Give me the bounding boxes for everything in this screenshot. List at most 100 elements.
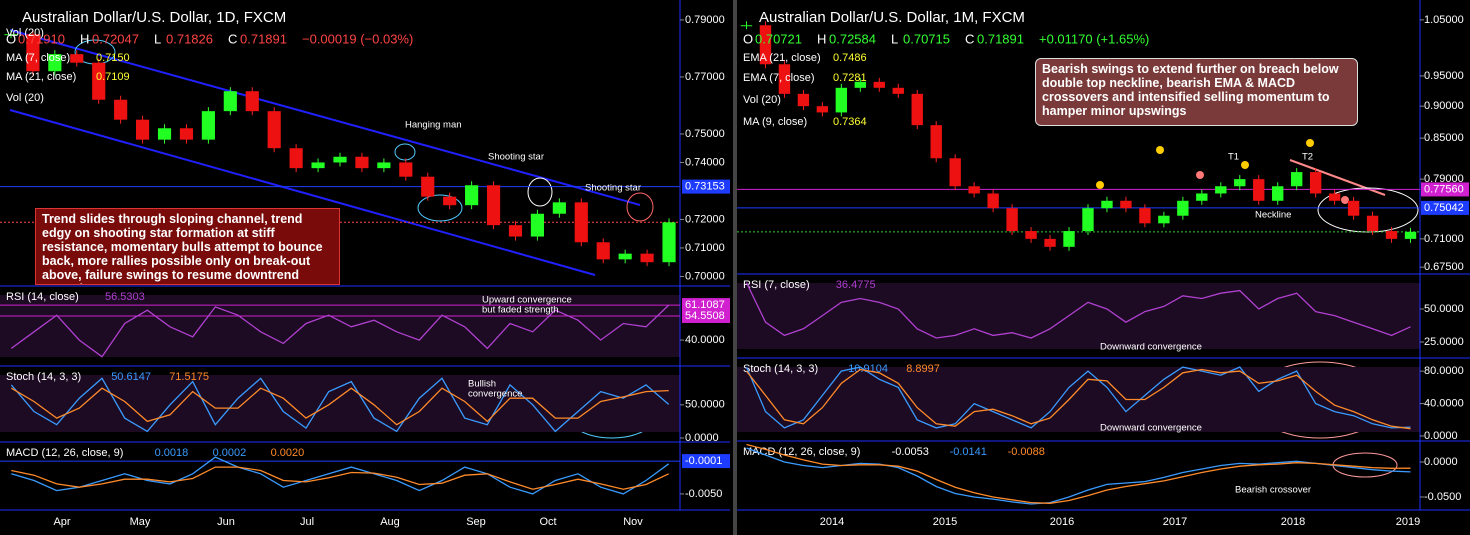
- ohlc-value: 0.71891: [977, 31, 1024, 46]
- ohlc-label: C: [965, 31, 974, 46]
- level-label: -0.0001: [685, 455, 722, 467]
- candle: [377, 162, 391, 169]
- candle: [797, 93, 810, 107]
- panel-band: [0, 375, 680, 432]
- chart-title: Australian Dollar/U.S. Dollar, 1M, FXCM: [759, 9, 1025, 26]
- x-tick-label: 2014: [820, 516, 844, 528]
- x-tick-label: 2016: [1050, 516, 1074, 528]
- x-tick-label: Apr: [53, 516, 70, 528]
- indicator-label: MA (7, close): [6, 52, 70, 64]
- candle: [26, 34, 40, 72]
- ohlc-label: L: [891, 31, 898, 46]
- panel-label: Stoch (14, 3, 3): [743, 363, 818, 375]
- panel-readout: -0.0053: [892, 446, 929, 458]
- level-label: 0.75042: [1424, 202, 1464, 214]
- candle: [267, 111, 281, 149]
- pattern-dot: [1306, 139, 1314, 147]
- highlight: [417, 194, 463, 222]
- ohlc-value: 0.71891: [240, 31, 287, 46]
- candle: [1328, 193, 1341, 201]
- candle: [201, 111, 215, 140]
- annotation: Upward convergence: [482, 295, 572, 306]
- indicator-line: [11, 456, 670, 495]
- panel-readout: 36.4775: [836, 279, 876, 291]
- indicator-value: 0.7109: [96, 71, 130, 83]
- y-tick-label: 0.77000: [685, 71, 725, 83]
- x-tick-label: May: [130, 516, 151, 528]
- candle: [1139, 208, 1151, 224]
- candle: [662, 222, 676, 263]
- x-tick-label: 2017: [1163, 516, 1187, 528]
- y-tick-label: 40.0000: [1424, 397, 1464, 409]
- change: −0.00019 (−0.03%): [302, 31, 413, 46]
- indicator-label: EMA (21, close): [743, 52, 821, 64]
- panel-readout: 0.0018: [155, 447, 189, 459]
- y-tick-label: 0.71000: [1424, 233, 1464, 245]
- ohlc-value: 0.71826: [166, 31, 213, 46]
- candle: [930, 125, 942, 159]
- indicator-line: [10, 387, 669, 426]
- y-tick-label: 25.0000: [1424, 336, 1464, 348]
- ohlc-label: L: [154, 31, 161, 46]
- y-tick-label: 0.75000: [685, 128, 725, 140]
- panel-band: [0, 295, 680, 357]
- candle: [740, 25, 753, 27]
- candle: [1044, 238, 1056, 247]
- ohlc-value: 0.72047: [92, 31, 139, 46]
- indicator-line: [746, 447, 1411, 505]
- panel-readout: 0.0002: [213, 447, 247, 459]
- y-tick-label: 0.72000: [685, 213, 725, 225]
- candle: [873, 81, 885, 88]
- candle: [949, 158, 961, 187]
- panel-label: RSI (7, close): [743, 279, 810, 291]
- y-tick-label: 50.0000: [1424, 303, 1464, 315]
- ohlc-value: 0.70721: [755, 31, 802, 46]
- indicator-value: 0.7486: [833, 52, 867, 64]
- indicator-line: [745, 368, 1411, 430]
- x-tick-label: 2019: [1396, 516, 1420, 528]
- annotation: but faded strength: [482, 305, 559, 316]
- x-tick-label: Jun: [217, 516, 235, 528]
- x-tick-label: Aug: [380, 516, 400, 528]
- candle: [987, 193, 999, 209]
- y-tick-label: 0.85000: [1424, 132, 1464, 144]
- indicator-label: MA (9, close): [743, 116, 807, 128]
- candle: [1215, 186, 1227, 194]
- ohlc-value: 0.72584: [829, 31, 876, 46]
- panel-label: MACD (12, 26, close, 9): [743, 446, 860, 458]
- candle: [618, 253, 632, 260]
- candle: [333, 156, 347, 163]
- y-tick-label: 0.74000: [685, 156, 725, 168]
- candle: [1025, 231, 1037, 239]
- x-tick-label: Jul: [300, 516, 314, 528]
- y-tick-label: 0.0000: [1424, 430, 1458, 442]
- ohlc-label: H: [817, 31, 826, 46]
- panel-band: [737, 283, 1420, 349]
- candle: [552, 202, 566, 214]
- indicator-line: [10, 377, 670, 433]
- pattern-dot: [1196, 171, 1204, 179]
- level-label: 61.1087: [685, 299, 725, 311]
- level-box: [682, 454, 730, 469]
- candle: [443, 196, 457, 206]
- ohlc-label: O: [6, 31, 16, 46]
- y-tick-label: 0.79000: [685, 14, 725, 26]
- ohlc-value: 0.71910: [18, 31, 65, 46]
- level-box: [1421, 200, 1469, 215]
- panel-readout: 71.5175: [169, 371, 209, 383]
- annotation: Downward convergence: [1100, 423, 1202, 434]
- panel-readout: 0.0020: [271, 447, 305, 459]
- candle: [596, 242, 610, 260]
- y-tick-label: 80.0000: [1424, 365, 1464, 377]
- candle: [421, 176, 435, 197]
- candle: [1272, 186, 1284, 201]
- indicator-value: 0.7364: [833, 116, 867, 128]
- pattern-dot: [1341, 196, 1349, 204]
- candle: [157, 128, 172, 140]
- y-tick-label: 1.05000: [1424, 14, 1464, 26]
- y-tick-label: 0.95000: [1424, 70, 1464, 82]
- annotation: Shooting star: [488, 152, 544, 163]
- highlight: [1317, 187, 1419, 233]
